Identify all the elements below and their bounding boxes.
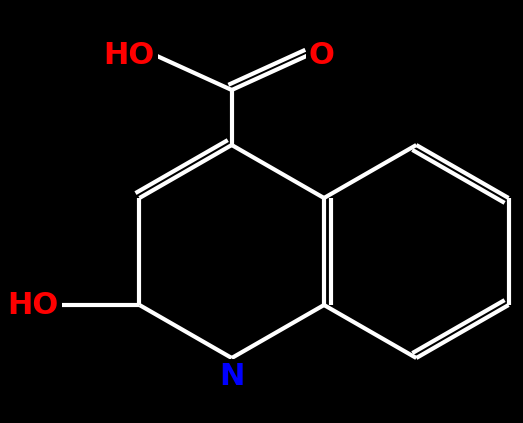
- Text: HO: HO: [7, 291, 59, 319]
- Text: HO: HO: [104, 41, 155, 69]
- Text: O: O: [309, 41, 335, 69]
- Text: N: N: [219, 362, 244, 391]
